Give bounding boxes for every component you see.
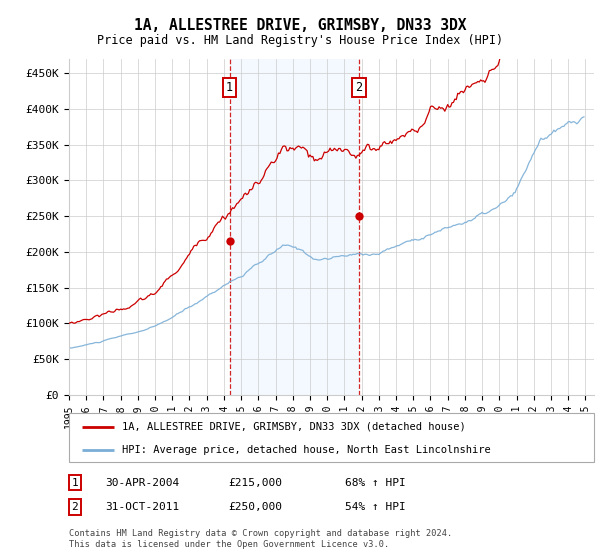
- Bar: [230, 59, 359, 395]
- Text: £250,000: £250,000: [228, 502, 282, 512]
- Text: 1A, ALLESTREE DRIVE, GRIMSBY, DN33 3DX: 1A, ALLESTREE DRIVE, GRIMSBY, DN33 3DX: [134, 18, 466, 33]
- Text: HPI: Average price, detached house, North East Lincolnshire: HPI: Average price, detached house, Nort…: [121, 445, 490, 455]
- Text: 2: 2: [71, 502, 79, 512]
- Text: 54% ↑ HPI: 54% ↑ HPI: [345, 502, 406, 512]
- Text: 2: 2: [355, 81, 362, 94]
- Text: 30-APR-2004: 30-APR-2004: [105, 478, 179, 488]
- Text: 31-OCT-2011: 31-OCT-2011: [105, 502, 179, 512]
- Text: 1: 1: [226, 81, 233, 94]
- Text: 68% ↑ HPI: 68% ↑ HPI: [345, 478, 406, 488]
- Text: Price paid vs. HM Land Registry's House Price Index (HPI): Price paid vs. HM Land Registry's House …: [97, 34, 503, 46]
- Text: £215,000: £215,000: [228, 478, 282, 488]
- Text: 1A, ALLESTREE DRIVE, GRIMSBY, DN33 3DX (detached house): 1A, ALLESTREE DRIVE, GRIMSBY, DN33 3DX (…: [121, 422, 465, 432]
- Text: 1: 1: [71, 478, 79, 488]
- Text: Contains HM Land Registry data © Crown copyright and database right 2024.
This d: Contains HM Land Registry data © Crown c…: [69, 529, 452, 549]
